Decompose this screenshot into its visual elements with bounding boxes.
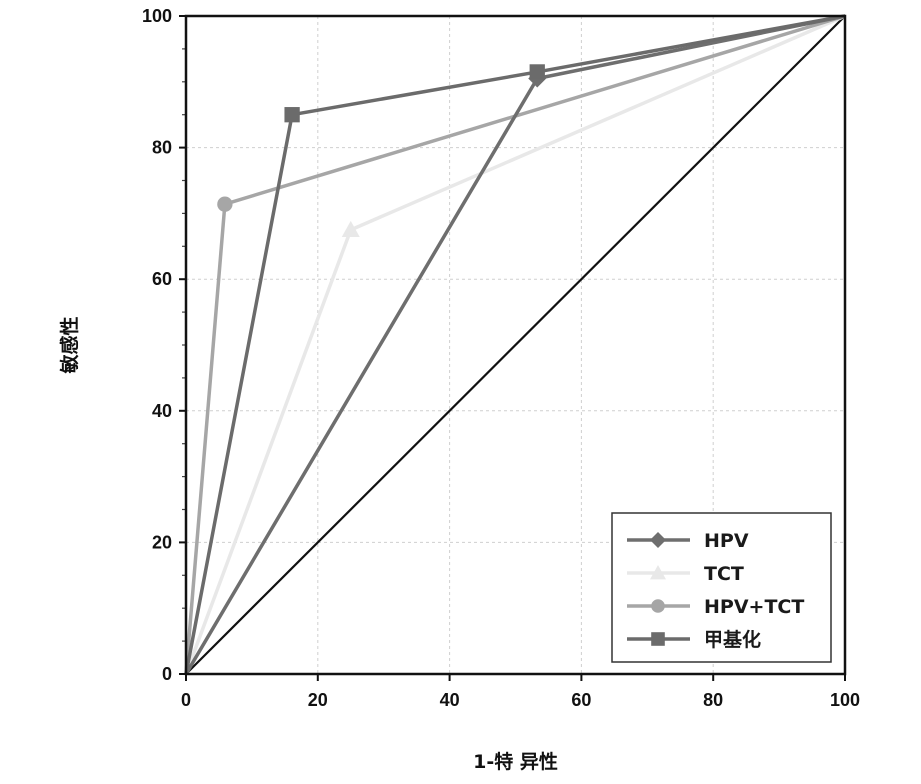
series-1 — [184, 14, 846, 675]
x-tick-label: 60 — [571, 690, 591, 710]
data-point — [341, 220, 360, 238]
data-point — [217, 196, 233, 212]
series-2 — [184, 14, 846, 675]
y-tick-label: 100 — [142, 6, 172, 26]
x-tick-label: 0 — [181, 690, 191, 710]
legend-item: TCT — [627, 563, 744, 585]
legend-box — [611, 512, 832, 663]
plot-frame — [184, 14, 847, 676]
legend-label: 甲基化 — [704, 628, 761, 651]
axis-ticks: 0 20 40 60 80 100 0 20 40 60 80 100 — [142, 6, 860, 710]
data-point — [529, 64, 545, 80]
data-point — [284, 107, 300, 123]
y-tick-label: 60 — [152, 269, 172, 289]
legend: HPV TCT HPV+TCT 甲基化 — [611, 512, 832, 663]
legend-marker — [651, 599, 665, 613]
x-axis-title: 1-特 异性 — [473, 750, 558, 773]
reference-diagonal-line — [185, 15, 846, 675]
legend-item: HPV+TCT — [627, 596, 804, 618]
legend-marker — [651, 632, 665, 646]
legend-label: HPV — [704, 530, 749, 552]
legend-item: HPV — [627, 530, 749, 552]
legend-item: 甲基化 — [627, 628, 761, 651]
y-tick-label: 0 — [162, 664, 172, 684]
legend-marker — [650, 565, 666, 580]
y-tick-label: 80 — [152, 138, 172, 158]
x-tick-label: 40 — [440, 690, 460, 710]
x-tick-label: 80 — [703, 690, 723, 710]
legend-marker — [650, 532, 666, 548]
series-group — [184, 14, 846, 675]
y-axis-title: 敏感性 — [58, 316, 81, 374]
legend-label: TCT — [704, 563, 744, 585]
y-tick-label: 20 — [152, 532, 172, 552]
series-3 — [184, 14, 846, 675]
x-tick-label: 100 — [830, 690, 860, 710]
legend-label: HPV+TCT — [704, 596, 804, 618]
x-tick-label: 20 — [308, 690, 328, 710]
y-tick-label: 40 — [152, 401, 172, 421]
series-line — [184, 14, 846, 675]
